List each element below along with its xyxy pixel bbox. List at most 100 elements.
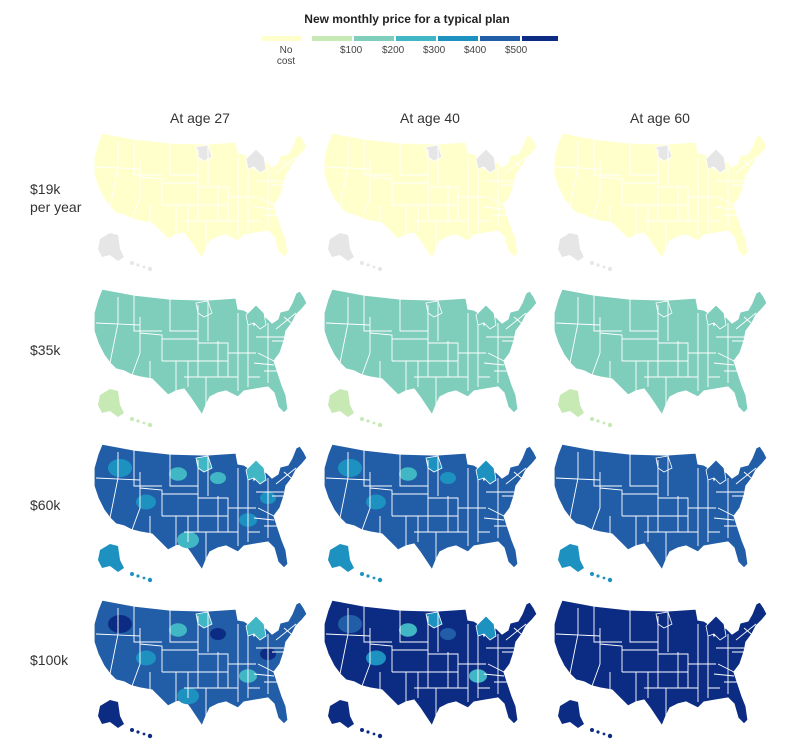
state-border (609, 671, 688, 716)
state-region-1 (475, 615, 497, 641)
state-border (437, 456, 486, 546)
hawaii-island (147, 422, 153, 428)
state-border (149, 515, 228, 560)
county-price-patch (440, 472, 456, 484)
state-border (325, 297, 428, 376)
state-region-1 (475, 459, 497, 485)
state-border (667, 456, 716, 546)
state-border (667, 301, 716, 391)
hawaii-island (607, 733, 613, 739)
column-header-age-27: At age 27 (170, 110, 230, 126)
legend-no-cost-label: No cost (266, 45, 306, 67)
state-border (184, 167, 284, 227)
state-region-1 (705, 459, 727, 485)
us-map (548, 594, 770, 744)
alaska-shape (328, 389, 354, 417)
state-border (248, 623, 297, 689)
price-legend: No cost $100 $200 $300 $400 $500 (262, 36, 558, 76)
legend-swatch-400 (438, 36, 478, 41)
state-border (379, 360, 458, 405)
hawaii-island (130, 417, 134, 421)
state-border (379, 204, 458, 249)
county-price-patch (568, 459, 592, 477)
alaska-shape (558, 389, 584, 417)
state-border (644, 478, 744, 538)
us-map-svg (553, 288, 768, 428)
state-border (207, 301, 256, 391)
row-label-35k: $35k (30, 342, 61, 358)
contiguous-us-shape (553, 132, 768, 261)
state-border (133, 450, 229, 532)
state-border (133, 139, 229, 221)
alaska-shape (328, 544, 354, 572)
hawaii-island (596, 419, 600, 423)
state-border (609, 515, 688, 560)
hawaii-island (602, 576, 606, 580)
us-map-svg (93, 443, 308, 583)
state-region-1 (245, 615, 267, 641)
legend-tick-300: $300 (423, 45, 446, 56)
state-border (644, 323, 744, 383)
hawaii-island (372, 265, 376, 269)
hawaii-island (366, 730, 370, 734)
state-border (325, 452, 428, 531)
contiguous-us-shape (93, 132, 308, 261)
state-border (437, 612, 486, 702)
hawaii-island (136, 730, 140, 734)
state-border (644, 167, 744, 227)
state-border (363, 450, 459, 532)
state-border (414, 323, 514, 383)
state-border (184, 634, 284, 694)
hawaii-island (136, 263, 140, 267)
us-map (88, 283, 310, 433)
state-border (555, 297, 658, 376)
hawaii-island (136, 574, 140, 578)
state-region-1 (705, 148, 727, 174)
row-label-60k: $60k (30, 497, 61, 513)
hawaii-island (590, 261, 594, 265)
state-border (593, 606, 689, 688)
contiguous-us-shape (553, 288, 768, 417)
state-border (609, 204, 688, 249)
state-border (184, 323, 284, 383)
state-border (379, 671, 458, 716)
row-label-100k: $100k (30, 652, 69, 668)
state-border (708, 312, 757, 378)
row-label-19k: $19k per year (30, 180, 81, 216)
legend-tick-100: $100 (340, 45, 363, 56)
state-border (555, 608, 658, 687)
column-header-age-60: At age 60 (630, 110, 690, 126)
county-price-patch (338, 459, 362, 477)
state-border (644, 634, 744, 694)
hawaii-island (366, 574, 370, 578)
state-border (207, 145, 256, 235)
us-map (318, 283, 540, 433)
legend-tick-400: $400 (464, 45, 487, 56)
contiguous-us-shape (323, 443, 538, 572)
alaska-shape (98, 544, 124, 572)
state-border (593, 295, 689, 377)
state-region-1 (245, 304, 267, 330)
hawaii-island (377, 266, 383, 272)
legend-swatch-no-cost (262, 36, 302, 41)
us-map (88, 594, 310, 744)
hawaii-island (372, 576, 376, 580)
state-border (478, 312, 527, 378)
county-price-patch (366, 650, 386, 666)
us-map (318, 594, 540, 744)
hawaii-island (360, 728, 364, 732)
county-price-patch (169, 467, 187, 481)
alaska-shape (328, 233, 354, 261)
us-map (88, 438, 310, 588)
state-border (133, 606, 229, 688)
contiguous-us-shape (93, 288, 308, 417)
legend-no-cost-line2: cost (276, 56, 296, 67)
hawaii-island (377, 733, 383, 739)
hawaii-island (377, 577, 383, 583)
us-map-svg (93, 288, 308, 428)
county-price-patch (136, 494, 156, 510)
county-price-patch (568, 615, 592, 633)
state-border (555, 141, 658, 220)
legend-swatch-500 (480, 36, 520, 41)
hawaii-island (142, 732, 146, 736)
